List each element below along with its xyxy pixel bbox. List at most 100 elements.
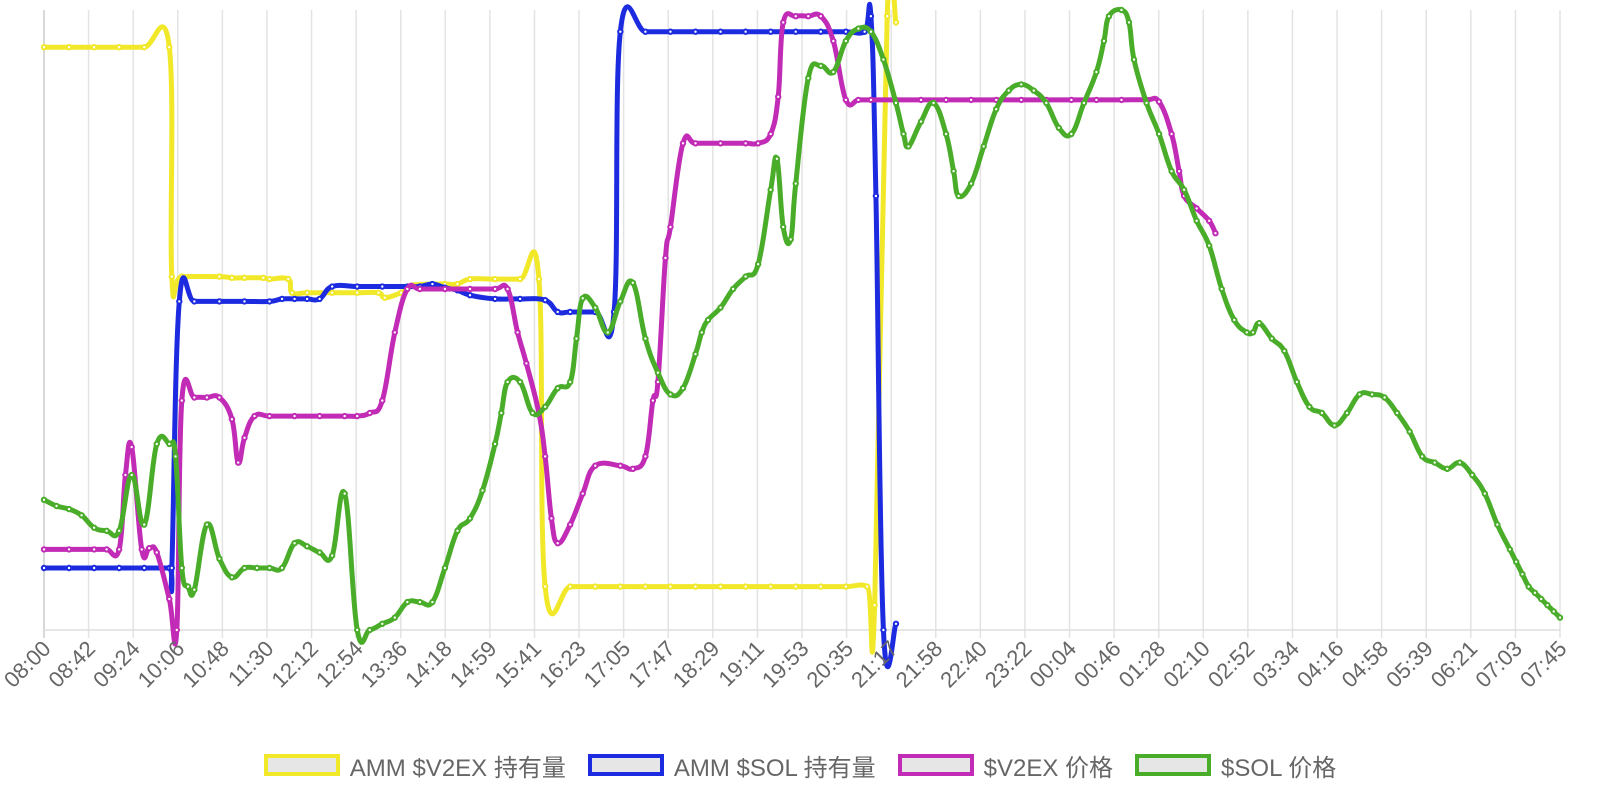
data-point [285, 275, 292, 283]
legend-label: AMM $SOL 持有量 [673, 754, 876, 782]
data-point [178, 397, 186, 404]
data-point [667, 391, 674, 398]
data-point [303, 295, 311, 303]
data-point [842, 37, 850, 45]
data-point [1306, 403, 1313, 410]
data-point [805, 75, 812, 82]
data-point [692, 350, 699, 358]
data-point [1418, 453, 1426, 460]
data-point [141, 44, 148, 51]
x-tick-label: 18:29 [668, 636, 725, 693]
data-point [767, 28, 774, 35]
data-point [855, 25, 862, 32]
data-point [498, 409, 505, 417]
data-point [742, 273, 749, 280]
data-point [278, 564, 286, 572]
data-point [178, 564, 186, 572]
data-point [792, 180, 799, 187]
data-point [1155, 98, 1163, 105]
data-point [617, 583, 624, 590]
data-point [291, 412, 298, 420]
data-point [729, 285, 737, 293]
x-tick-label: 19:11 [713, 636, 768, 691]
legend-swatch [1135, 754, 1212, 776]
data-point [328, 283, 336, 290]
data-point [241, 564, 248, 572]
data-point [491, 275, 499, 283]
legend-swatch [897, 754, 974, 776]
legend-item-1[interactable]: AMM $SOL 持有量 [587, 748, 876, 783]
data-point [792, 13, 799, 20]
data-point [514, 329, 521, 336]
data-point [241, 434, 248, 441]
data-point [241, 274, 248, 282]
data-point [122, 471, 129, 479]
data-point [291, 540, 298, 547]
data-point [168, 273, 175, 280]
data-point [567, 583, 574, 590]
data-point [1068, 130, 1075, 138]
data-point [1343, 409, 1351, 417]
x-tick-label: 00:04 [1024, 636, 1081, 693]
data-point [692, 583, 699, 590]
data-point [366, 626, 373, 634]
x-tick-label: 12:12 [266, 636, 323, 693]
data-point [1506, 546, 1514, 553]
data-point [554, 540, 561, 547]
data-point [717, 28, 724, 35]
data-point [266, 564, 273, 572]
data-point [892, 19, 900, 26]
data-point [642, 335, 649, 342]
data-point [516, 295, 524, 303]
data-point [216, 394, 223, 401]
data-point [78, 512, 85, 519]
data-point [1180, 186, 1188, 194]
x-tick-label: 21:58 [891, 636, 948, 693]
legend-item-0[interactable]: AMM $V2EX 持有量 [263, 748, 566, 783]
data-point [491, 285, 499, 293]
data-point [567, 308, 574, 316]
data-point [1431, 459, 1438, 466]
data-point [905, 143, 912, 150]
data-point [153, 440, 160, 448]
data-point [842, 583, 850, 590]
data-point [767, 186, 774, 194]
data-point [441, 564, 449, 572]
data-point [1093, 68, 1100, 76]
data-point [535, 275, 543, 283]
data-point [53, 502, 60, 510]
data-point [466, 292, 474, 299]
data-point [1519, 571, 1526, 578]
data-point [787, 236, 794, 243]
data-point [341, 412, 348, 420]
x-axis-ticks: 08:0008:4209:2410:0610:4811:3012:1212:54… [0, 636, 1572, 693]
x-tick-label: 17:47 [623, 636, 680, 693]
data-point [1393, 409, 1401, 417]
data-point [138, 546, 145, 553]
x-tick-label: 00:46 [1069, 636, 1126, 693]
legend-item-3[interactable]: $SOL 价格 [1135, 748, 1336, 783]
data-point [900, 130, 907, 138]
data-point [251, 412, 258, 420]
x-tick-label: 07:45 [1515, 636, 1572, 693]
data-point [579, 295, 586, 302]
x-tick-label: 08:42 [44, 636, 101, 693]
data-point [40, 496, 48, 503]
data-point [554, 385, 561, 392]
data-point [366, 409, 373, 417]
legend: AMM $V2EX 持有量 AMM $SOL 持有量 $V2EX 价格 $SOL 价格 [0, 740, 1600, 790]
data-point [1381, 394, 1388, 401]
data-point [65, 505, 73, 513]
x-tick-label: 15:41 [489, 636, 546, 693]
data-point [817, 62, 824, 70]
x-tick-label: 22:40 [935, 636, 992, 693]
x-tick-label: 14:59 [445, 636, 502, 693]
data-point [191, 394, 198, 401]
data-point [967, 180, 975, 187]
data-point [871, 602, 878, 609]
data-point [90, 564, 98, 572]
data-point [880, 56, 887, 63]
data-point [90, 44, 98, 51]
data-point [375, 289, 382, 296]
legend-item-2[interactable]: $V2EX 价格 [897, 748, 1113, 783]
